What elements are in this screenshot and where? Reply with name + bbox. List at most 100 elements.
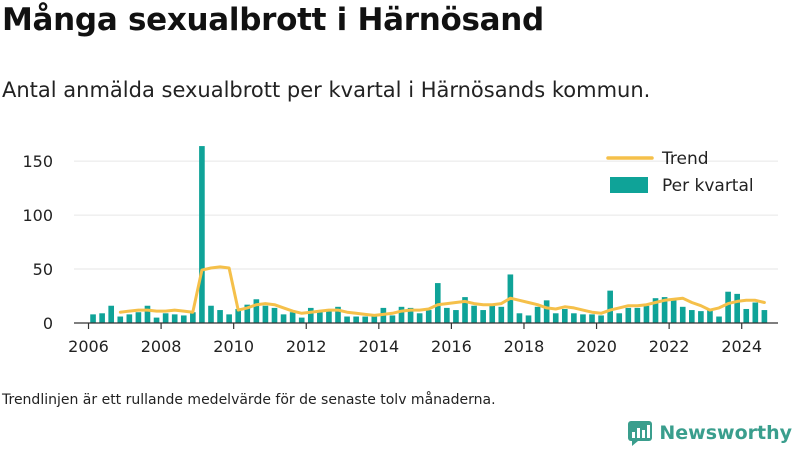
bar xyxy=(525,315,532,323)
bar xyxy=(253,299,260,323)
chart-subtitle: Antal anmälda sexualbrott per kvartal i … xyxy=(2,78,651,102)
bar xyxy=(734,293,740,323)
bar xyxy=(344,316,350,323)
y-axis: 0 50 100 150 xyxy=(22,152,53,333)
bar xyxy=(190,312,196,323)
bar xyxy=(561,308,568,323)
bar xyxy=(444,307,450,323)
bar xyxy=(661,297,668,323)
bar xyxy=(317,310,323,323)
bar xyxy=(761,310,768,323)
bar xyxy=(652,298,659,323)
bar xyxy=(716,316,722,323)
bar xyxy=(616,313,623,323)
bar xyxy=(707,310,713,323)
bar xyxy=(598,315,604,323)
bar xyxy=(571,313,577,323)
bar xyxy=(480,310,486,323)
bar xyxy=(180,315,187,323)
legend: Trend Per kvartal xyxy=(606,149,754,196)
bar xyxy=(607,290,613,323)
bar xyxy=(643,305,650,323)
x-tick-label: 2022 xyxy=(649,337,690,356)
x-tick-label: 2020 xyxy=(576,337,617,356)
bar xyxy=(271,307,278,323)
bar xyxy=(489,303,496,323)
bar xyxy=(416,313,423,323)
x-tick-label: 2006 xyxy=(68,337,109,356)
bar xyxy=(217,310,223,323)
brand-name[interactable]: Newsworthy xyxy=(659,422,792,444)
bar xyxy=(90,314,96,323)
bar xyxy=(362,316,369,323)
bar xyxy=(208,305,214,323)
bar xyxy=(99,313,105,323)
bar xyxy=(462,297,468,323)
bar xyxy=(453,310,459,323)
bar xyxy=(280,314,287,323)
x-tick-label: 2012 xyxy=(286,337,327,356)
y-tick-label: 100 xyxy=(22,206,53,225)
chart: 2006 2008 2010 2012 2014 2016 2018 2020 2022 2024… xyxy=(22,146,778,356)
bar xyxy=(108,305,115,323)
bar xyxy=(162,313,169,323)
bar xyxy=(371,315,378,323)
bar xyxy=(398,306,405,323)
bar xyxy=(244,304,251,323)
bar xyxy=(670,300,677,323)
bar xyxy=(689,310,695,323)
legend-per-kvartal-swatch xyxy=(610,177,648,193)
grid-lines xyxy=(74,160,778,270)
legend-per-kvartal-label: Per kvartal xyxy=(662,176,754,196)
bar xyxy=(307,307,314,323)
bar xyxy=(226,314,232,323)
bar xyxy=(679,306,686,323)
bar xyxy=(353,316,359,323)
bar xyxy=(543,300,550,323)
bar xyxy=(289,312,296,323)
x-tick-label: 2008 xyxy=(141,337,182,356)
bar xyxy=(135,312,142,323)
x-tick-label: 2024 xyxy=(721,337,762,356)
trend-line xyxy=(118,265,766,317)
bar xyxy=(752,302,759,323)
bar xyxy=(126,314,133,323)
brand[interactable]: Newsworthy xyxy=(627,420,792,446)
bar xyxy=(698,311,704,323)
x-axis: 2006 2008 2010 2012 2014 2016 2018 2020 2022 2024 xyxy=(68,322,778,356)
bar xyxy=(534,306,541,323)
bar xyxy=(335,306,341,323)
bar xyxy=(471,305,477,323)
bar xyxy=(235,308,242,323)
bar xyxy=(516,313,523,323)
bar xyxy=(407,307,414,323)
bar xyxy=(434,283,441,323)
bar xyxy=(743,308,750,323)
bar xyxy=(144,305,151,323)
bar xyxy=(171,314,178,323)
bar xyxy=(199,146,205,323)
bar xyxy=(262,305,269,323)
bar-series-per-kvartal xyxy=(90,146,768,323)
y-tick-label: 50 xyxy=(33,260,53,279)
x-tick-label: 2010 xyxy=(213,337,254,356)
bar xyxy=(580,314,586,323)
bar xyxy=(634,307,641,323)
bar xyxy=(425,310,432,323)
bar xyxy=(389,315,396,323)
footnote: Trendlinjen är ett rullande medelvärde f… xyxy=(2,392,496,408)
bar xyxy=(625,307,632,323)
bar xyxy=(153,317,160,323)
y-tick-label: 150 xyxy=(22,152,53,171)
bar xyxy=(589,314,595,323)
bar xyxy=(298,317,305,323)
x-tick-label: 2018 xyxy=(504,337,545,356)
x-tick-label: 2016 xyxy=(431,337,472,356)
bar xyxy=(326,308,332,323)
y-tick-label: 0 xyxy=(43,314,53,333)
legend-trend-label: Trend xyxy=(661,149,709,169)
x-tick-label: 2014 xyxy=(358,337,399,356)
bar xyxy=(552,313,559,323)
newsworthy-logo-icon xyxy=(628,421,653,446)
chart-title: Många sexualbrott i Härnösand xyxy=(2,2,544,38)
